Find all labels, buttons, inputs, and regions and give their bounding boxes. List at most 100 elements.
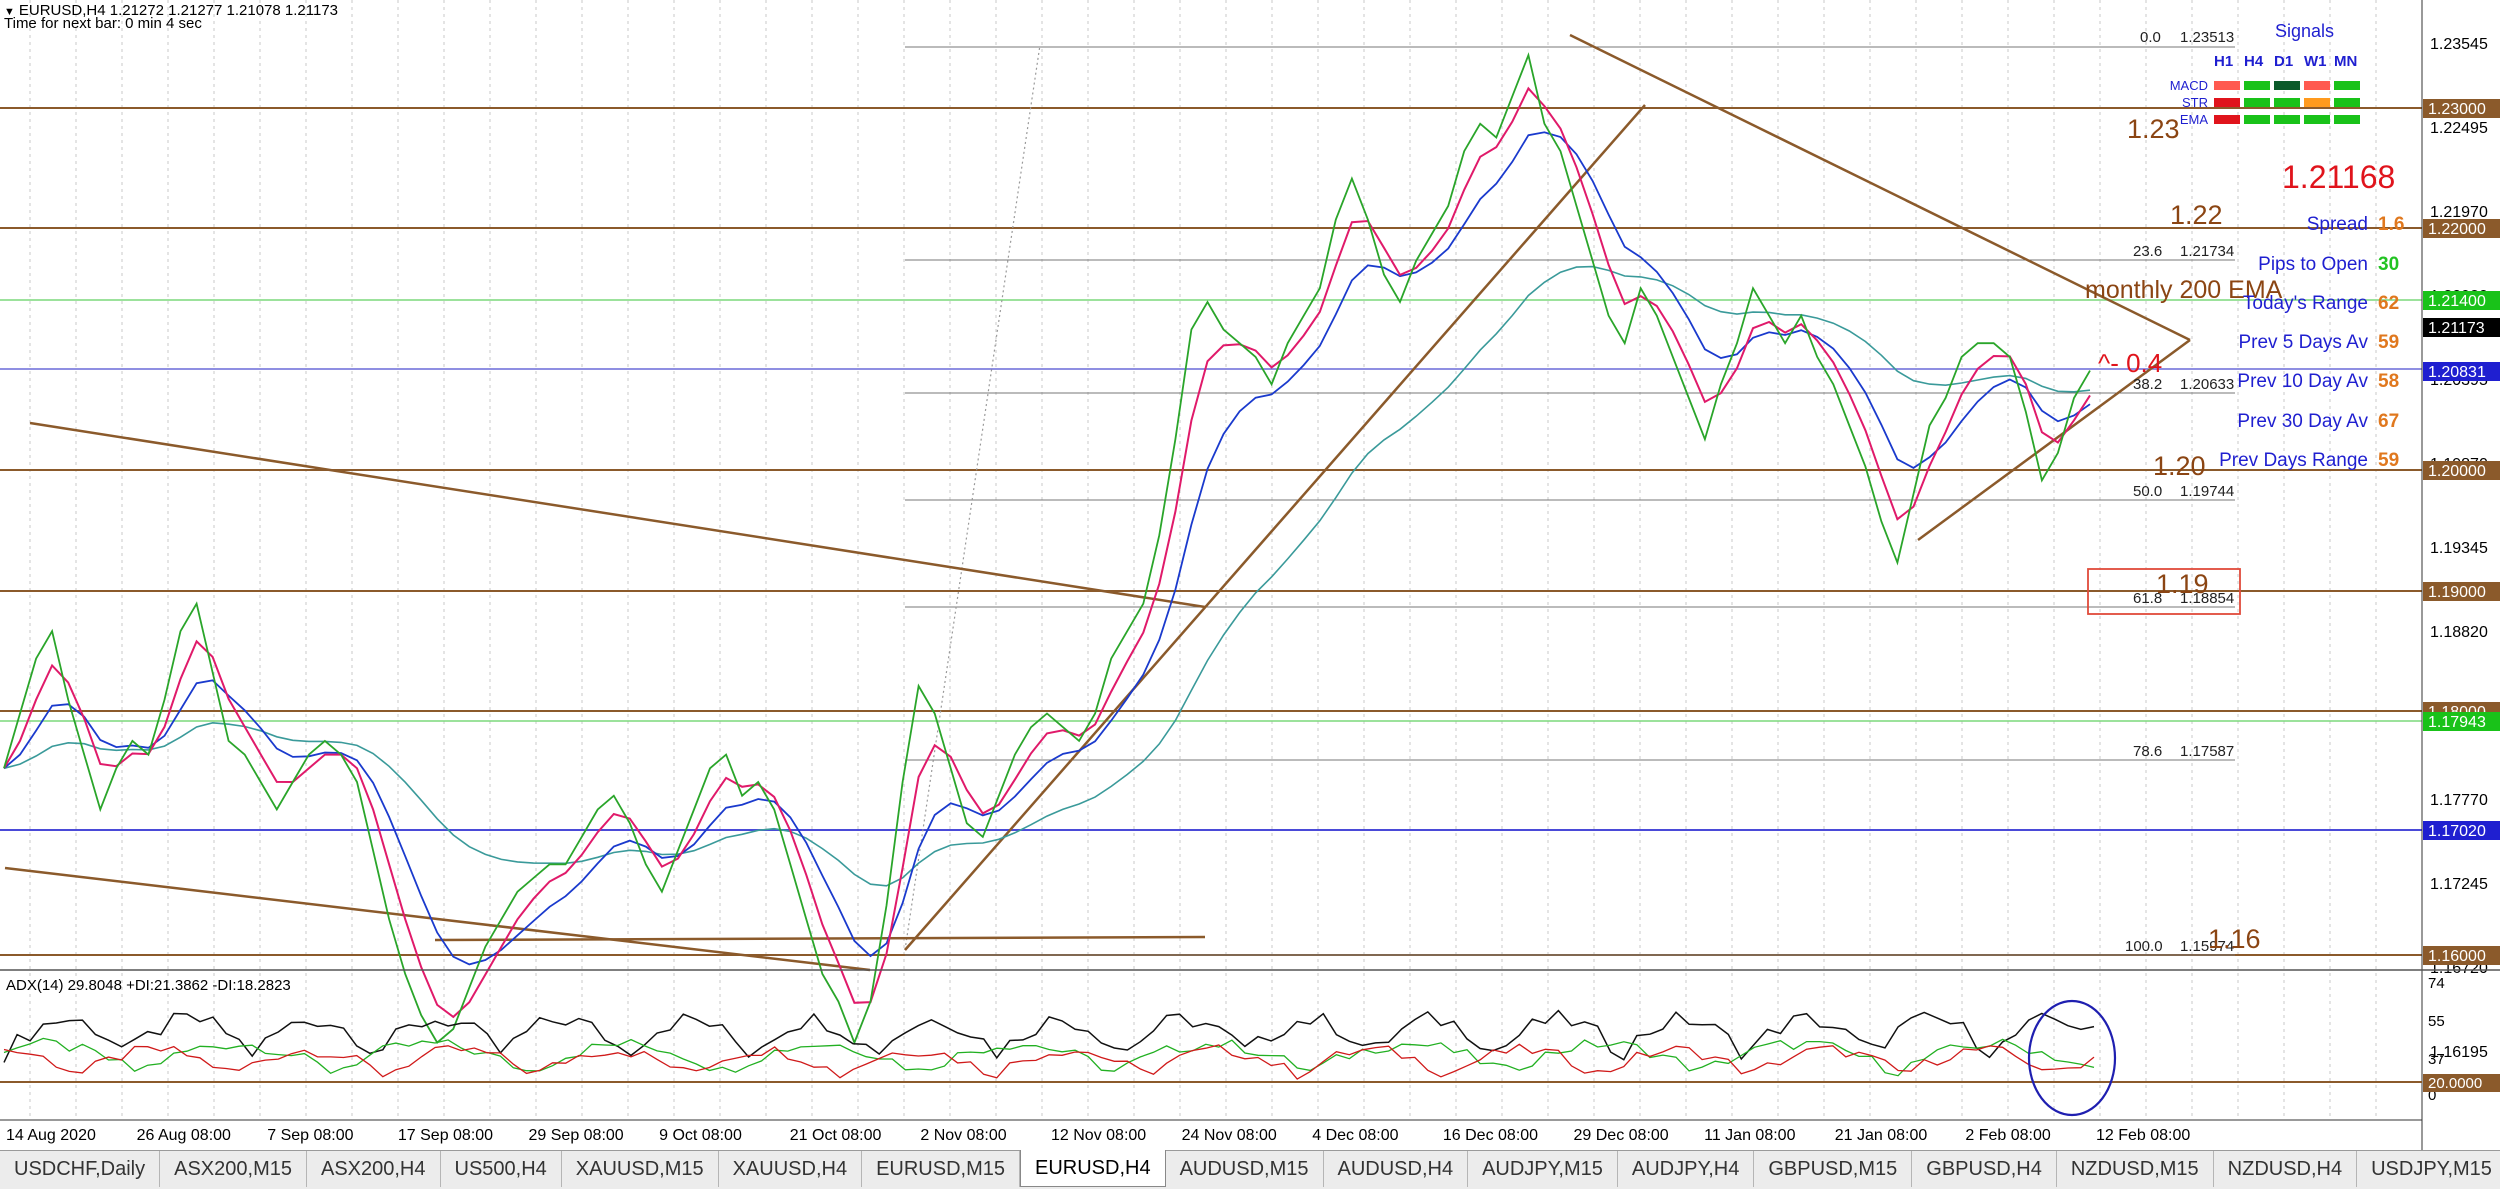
stat-value: 59: [2378, 450, 2399, 471]
price-tick: 1.19345: [2430, 540, 2488, 557]
tab-xauusd-m15[interactable]: XAUUSD,M15: [562, 1151, 719, 1187]
adx-line: [3, 1009, 2095, 1063]
signal-cell: [2214, 98, 2240, 107]
price-tick: 1.21970: [2430, 204, 2488, 221]
symbol-quote: EURUSD,H4 1.21272 1.21277 1.21078 1.2117…: [18, 2, 339, 19]
axis-label-1-22: 1.22000: [2428, 221, 2486, 238]
axis-label-1-1702: 1.17020: [2428, 823, 2486, 840]
time-tick: 24 Nov 08:00: [1182, 1127, 1277, 1144]
annotation-1-20: 1.20: [2153, 451, 2206, 481]
svg-text:0: 0: [2428, 1087, 2436, 1104]
fib-price-50: 1.19744: [2180, 483, 2234, 500]
price-axis-ticks: 1.235451.224951.219701.209201.203951.198…: [2430, 36, 2488, 1061]
price-tick: 1.17770: [2430, 792, 2488, 809]
signal-timeframe: H1: [2214, 53, 2233, 70]
stat-label: Prev Days Range: [2219, 450, 2368, 471]
tab-audusd-m15[interactable]: AUDUSD,M15: [1166, 1151, 1324, 1187]
symbol-header: ▼ EURUSD,H4 1.21272 1.21277 1.21078 1.211…: [4, 2, 338, 19]
tab-xauusd-h4[interactable]: XAUUSD,H4: [719, 1151, 863, 1187]
time-tick: 9 Oct 08:00: [659, 1127, 742, 1144]
signal-cell: [2334, 81, 2360, 90]
trendline-ascending: [904, 104, 1646, 951]
fib-price-38: 1.20633: [2180, 376, 2234, 393]
stat-value: 62: [2378, 293, 2399, 314]
adx-axis-ticks: 74 55 37 0: [2428, 975, 2445, 1104]
highlight-box-1-19: [2087, 568, 2241, 615]
signal-row-label: STR: [2182, 95, 2208, 110]
tab-eurusd-h4[interactable]: EURUSD,H4: [1020, 1150, 1166, 1187]
fib-pct-78: 78.6: [2133, 743, 2162, 760]
axis-label-1-16: 1.16000: [2428, 948, 2486, 965]
signal-cell: [2214, 115, 2240, 124]
annotation-1-19: 1.19: [2156, 569, 2209, 599]
stat-label: Prev 10 Day Av: [2237, 371, 2368, 392]
time-tick: 29 Dec 08:00: [1574, 1127, 1669, 1144]
fib-pct-38: 38.2: [2133, 376, 2162, 393]
signal-timeframe: W1: [2304, 53, 2327, 70]
axis-label-1-23: 1.23000: [2428, 101, 2486, 118]
tab-asx200-m15[interactable]: ASX200,M15: [160, 1151, 307, 1187]
time-tick: 14 Aug 2020: [6, 1127, 96, 1144]
chart-area[interactable]: 1.235451.224951.219701.209201.203951.198…: [0, 0, 2500, 1150]
trendline-long-descending: [29, 421, 1206, 609]
fib-pct-100: 100.0: [2125, 938, 2163, 955]
time-tick: 4 Dec 08:00: [1312, 1127, 1398, 1144]
signal-cell: [2334, 98, 2360, 107]
tab-asx200-h4[interactable]: ASX200,H4: [307, 1151, 441, 1187]
annotation-monthly-ema: monthly 200 EMA: [2085, 276, 2283, 304]
price-tick: 1.22495: [2430, 120, 2488, 137]
fib-anchor-line: [904, 44, 1041, 951]
signals-title: Signals: [2275, 21, 2334, 41]
tab-eurusd-m15[interactable]: EURUSD,M15: [862, 1151, 1020, 1187]
axis-label-1-1794: 1.17943: [2428, 714, 2486, 731]
price-tick: 1.16195: [2430, 1044, 2488, 1061]
chart-tab-bar: USDCHF,Daily ASX200,M15 ASX200,H4 US500,H4 X…: [0, 1150, 2500, 1189]
tab-gbpusd-h4[interactable]: GBPUSD,H4: [1912, 1151, 2057, 1187]
moving-average-long: [3, 265, 2091, 887]
signal-cell: [2244, 115, 2270, 124]
tab-audjpy-h4[interactable]: AUDJPY,H4: [1618, 1151, 1755, 1187]
axis-label-1-20: 1.20000: [2428, 463, 2486, 480]
time-tick: 12 Feb 08:00: [2096, 1127, 2190, 1144]
price-candles: [3, 52, 2091, 1046]
adx-label: ADX(14) 29.8048 +DI:21.3862 -DI:18.2823: [6, 977, 291, 994]
tab-usdjpy-m15[interactable]: USDJPY,M15: [2357, 1151, 2500, 1187]
trendline-descending-top: [1569, 33, 2191, 342]
axis-label-current: 1.21173: [2428, 320, 2485, 337]
stat-value: 58: [2378, 371, 2399, 392]
adx-plus-di-line: [3, 1037, 2095, 1077]
time-tick: 12 Nov 08:00: [1051, 1127, 1146, 1144]
tab-nzdusd-h4[interactable]: NZDUSD,H4: [2214, 1151, 2358, 1187]
trendlines: [4, 33, 2191, 972]
signal-cell: [2304, 81, 2330, 90]
stats-panel: Spread 1.6 Pips to Open 30 Today's Range 62 Pr…: [2219, 214, 2404, 471]
time-tick: 11 Jan 08:00: [1704, 1127, 1795, 1144]
axis-label-1-214: 1.21400: [2428, 293, 2486, 310]
tab-usdchf-daily[interactable]: USDCHF,Daily: [0, 1151, 161, 1187]
adx-level-label: 20.0000: [2428, 1075, 2482, 1092]
tab-us500-h4[interactable]: US500,H4: [441, 1151, 562, 1187]
fib-price-23: 1.21734: [2180, 243, 2234, 260]
stat-label: Spread: [2307, 214, 2368, 235]
tab-audjpy-m15[interactable]: AUDJPY,M15: [1468, 1151, 1618, 1187]
collapse-triangle-icon[interactable]: ▼: [4, 6, 15, 18]
bid-price-big: 1.21168: [2282, 159, 2395, 195]
signal-timeframe: H4: [2244, 53, 2264, 70]
stat-label: Pips to Open: [2258, 254, 2368, 275]
time-tick: 29 Sep 08:00: [529, 1127, 624, 1144]
tab-audusd-h4[interactable]: AUDUSD,H4: [1324, 1151, 1469, 1187]
moving-average-mid: [3, 131, 2091, 966]
signal-timeframe: MN: [2334, 53, 2357, 70]
tab-nzdusd-m15[interactable]: NZDUSD,M15: [2057, 1151, 2214, 1187]
time-tick: 26 Aug 08:00: [137, 1127, 231, 1144]
stat-label: Prev 5 Days Av: [2238, 332, 2368, 353]
fib-pct-0: 0.0: [2140, 29, 2161, 46]
vertical-gridlines: [29, 0, 2377, 1120]
tab-gbpusd-m15[interactable]: GBPUSD,M15: [1754, 1151, 1913, 1187]
adx-minus-di-line: [3, 1043, 2095, 1080]
annotation-caret-note: ^- 0.4: [2098, 348, 2162, 378]
fib-price-100: 1.15974: [2180, 938, 2234, 955]
round-number-annotations: 1.23 1.22 1.20 1.19 1.16: [2127, 114, 2261, 954]
price-chart[interactable]: 1.235451.224951.219701.209201.203951.198…: [0, 0, 2500, 1150]
stat-value: 30: [2378, 254, 2399, 275]
